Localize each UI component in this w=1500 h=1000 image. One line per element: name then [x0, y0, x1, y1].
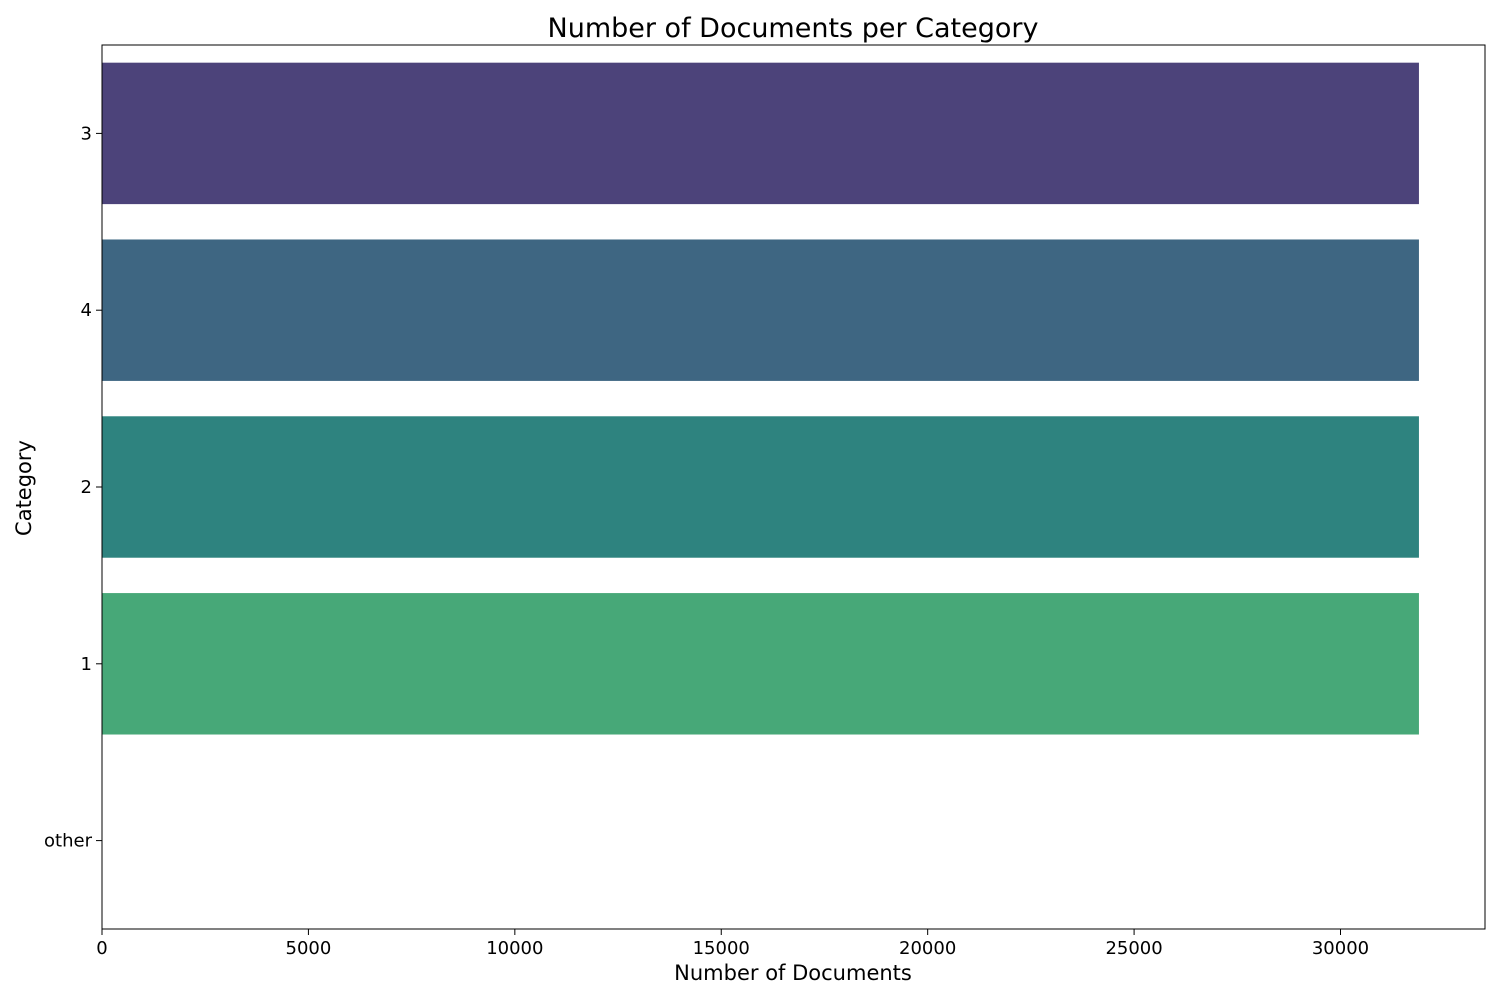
y-tick-label: 2: [81, 477, 92, 498]
x-tick-label: 25000: [1105, 938, 1162, 959]
bars-group: [102, 62, 1419, 735]
x-tick-label: 30000: [1312, 938, 1369, 959]
x-axis-ticks: 0 5000 10000 15000 20000 25000 30000: [96, 929, 1369, 959]
x-tick-label: 20000: [899, 938, 956, 959]
x-axis-label: Number of Documents: [674, 961, 912, 985]
x-tick-label: 15000: [693, 938, 750, 959]
y-tick-label: 3: [81, 123, 92, 144]
x-tick-label: 5000: [286, 938, 332, 959]
bar-3: [102, 62, 1419, 205]
y-tick-label: 1: [81, 654, 92, 675]
y-axis-label: Category: [12, 440, 36, 536]
chart-title: Number of Documents per Category: [548, 13, 1039, 44]
bar-1: [102, 593, 1419, 735]
bar-4: [102, 239, 1419, 381]
x-tick-label: 10000: [486, 938, 543, 959]
x-tick-label: 0: [96, 938, 107, 959]
y-tick-label: 4: [81, 300, 92, 321]
y-axis-ticks: 3 4 2 1 other: [44, 123, 102, 852]
bar-2: [102, 416, 1419, 558]
y-tick-label: other: [44, 831, 93, 852]
